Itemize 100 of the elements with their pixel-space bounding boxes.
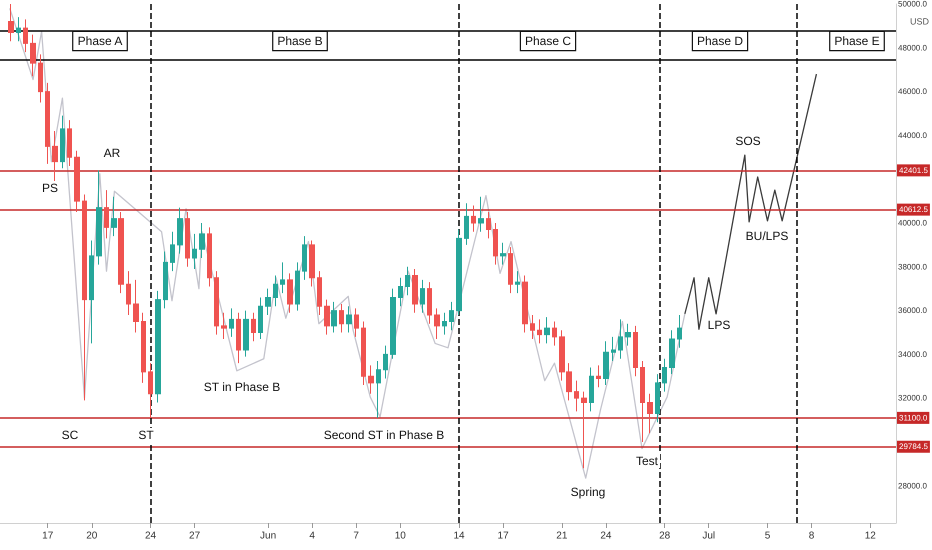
ref-line-label: 40612.5	[899, 205, 928, 214]
x-tick-label: 21	[556, 530, 568, 542]
candlestick	[141, 312, 146, 384]
candlestick	[354, 308, 359, 338]
candlestick	[243, 310, 249, 358]
annotation: ST	[138, 428, 154, 442]
candlestick	[376, 360, 381, 418]
candlestick	[449, 301, 454, 331]
x-tick-label: 20	[86, 530, 98, 542]
annotation: Phase B	[277, 34, 323, 48]
candlestick	[633, 325, 638, 377]
candlestick	[177, 207, 183, 254]
candlestick	[302, 236, 307, 280]
annotation: BU/LPS	[746, 229, 788, 243]
candlestick	[390, 288, 396, 360]
x-tick-label: 8	[808, 530, 815, 542]
candlestick	[625, 323, 631, 346]
annotation: PS	[42, 181, 58, 195]
candlestick	[471, 204, 476, 232]
x-tick-label: 17	[42, 530, 54, 542]
candlestick	[111, 196, 117, 237]
x-tick-label: Jul	[702, 530, 716, 542]
candlestick	[96, 170, 102, 266]
candlestick	[207, 226, 212, 287]
candlestick	[23, 18, 28, 53]
annotation: SOS	[735, 134, 761, 148]
candlestick	[104, 190, 109, 239]
candlestick	[500, 242, 506, 266]
candlestick	[434, 308, 440, 340]
candlestick	[148, 362, 153, 418]
candlestick	[346, 306, 352, 333]
candlestick	[368, 364, 374, 394]
y-tick-label: 44000.0	[898, 130, 928, 140]
x-tick-label: 24	[144, 530, 157, 542]
candlestick	[60, 115, 65, 169]
candlestick	[589, 367, 594, 412]
candlestick	[251, 312, 256, 342]
annotation: SC	[62, 428, 79, 442]
y-tick-label: 32000.0	[898, 394, 928, 403]
candlestick	[442, 312, 447, 336]
x-tick-label: 24	[600, 530, 612, 542]
candlestick	[515, 270, 520, 294]
candlestick	[273, 275, 278, 307]
candlestick	[478, 196, 484, 232]
annotation: LPS	[708, 318, 730, 332]
candlestick	[30, 34, 36, 77]
candlestick	[618, 318, 623, 360]
candlestick	[199, 222, 205, 259]
ref-line-label: 42401.5	[899, 166, 928, 175]
y-tick-label: 48000.0	[898, 43, 928, 52]
candlestick	[669, 330, 675, 375]
candlestick	[45, 82, 50, 164]
candlestick	[544, 316, 550, 344]
annotation: Test	[636, 454, 659, 468]
candlestick	[118, 212, 124, 294]
y-tick-label: 40000.0	[898, 218, 928, 228]
candlestick	[236, 312, 241, 364]
candlestick	[662, 358, 667, 392]
y-tick-label: 50000.0	[898, 0, 928, 8]
y-tick-label: 46000.0	[898, 87, 928, 96]
candlestick	[287, 272, 293, 314]
candlestick	[163, 250, 168, 309]
candlestick	[611, 336, 616, 362]
candlestick	[552, 321, 557, 346]
annotation: AR	[104, 146, 121, 160]
x-tick-label: Jun	[260, 530, 276, 542]
candlestick	[8, 4, 14, 42]
candlestick	[221, 312, 227, 340]
annotation: Phase D	[696, 34, 744, 48]
candlestick	[486, 212, 491, 239]
candlestick	[265, 288, 271, 316]
x-tick-label: 10	[394, 530, 406, 542]
x-tick-label: 27	[189, 530, 201, 542]
candlestick	[383, 345, 388, 379]
candlestick	[537, 318, 542, 344]
candlestick	[420, 279, 425, 314]
candlestick	[52, 130, 58, 182]
candlestick	[317, 270, 322, 316]
annotation: Phase A	[78, 34, 122, 48]
candlestick	[361, 321, 366, 386]
candlestick	[493, 222, 498, 266]
y-tick-label: 34000.0	[898, 350, 928, 359]
candlestick	[412, 268, 418, 314]
y-tick-label: 38000.0	[898, 262, 928, 272]
candlestick	[339, 304, 344, 333]
annotation: ST in Phase B	[204, 380, 280, 394]
candlestick	[295, 262, 300, 312]
candlestick	[67, 120, 72, 167]
candlestick	[522, 275, 528, 333]
ref-line-label: 31100.0	[899, 413, 928, 422]
annotation: Second ST in Phase B	[324, 428, 444, 442]
candlestick	[596, 364, 601, 388]
candlestick	[640, 360, 645, 442]
candlestick	[280, 262, 285, 294]
candlestick	[74, 150, 80, 213]
candlestick	[126, 270, 131, 316]
candlestick	[133, 279, 139, 333]
x-tick-label: 17	[498, 530, 510, 542]
candlestick	[677, 314, 682, 348]
candlestick	[214, 270, 219, 336]
